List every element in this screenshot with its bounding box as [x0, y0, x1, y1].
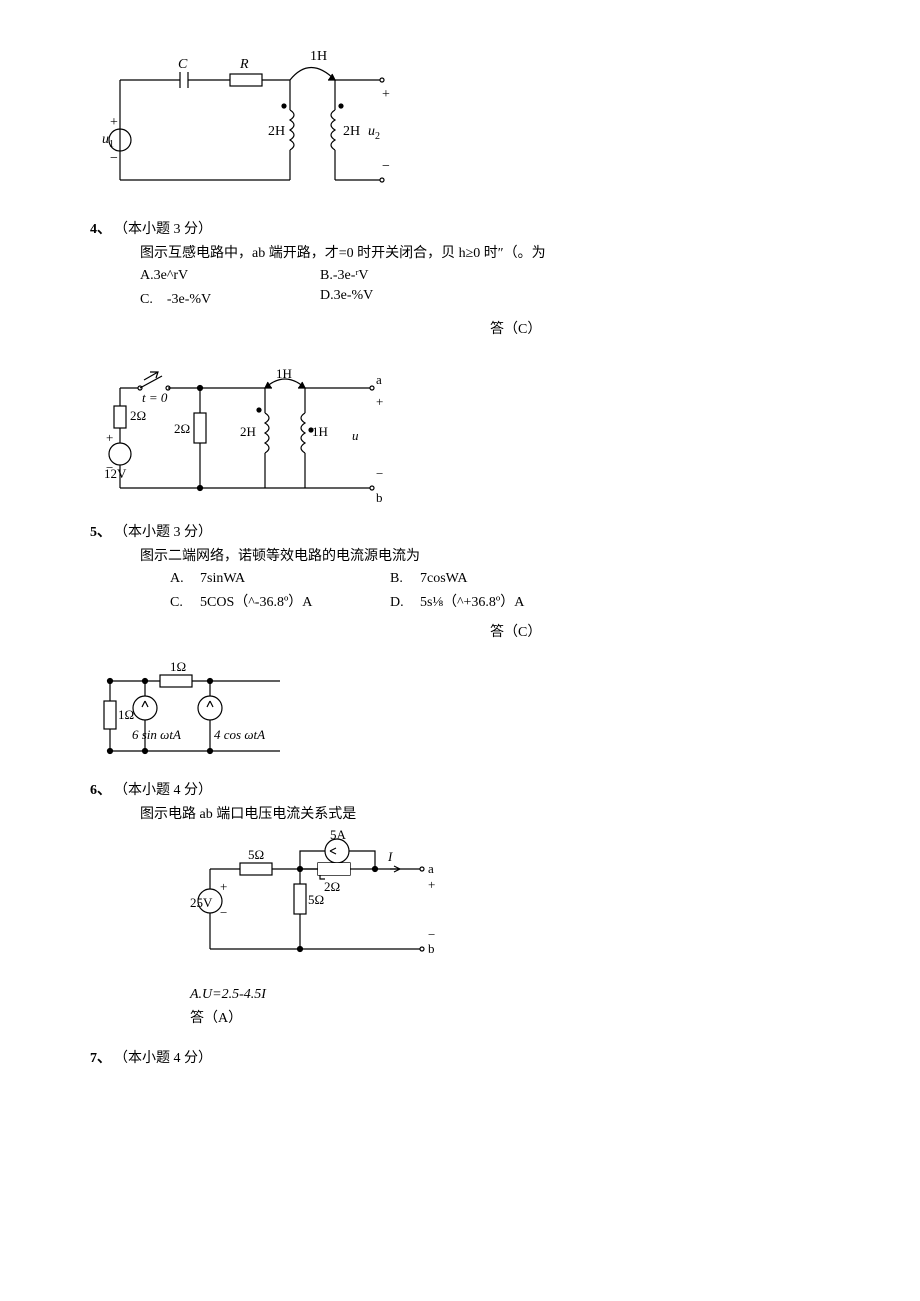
svg-text:1H: 1H [276, 366, 292, 381]
svg-text:b: b [376, 490, 383, 505]
svg-text:5A: 5A [330, 829, 347, 842]
option-b: B.-3e-ʳV [320, 268, 369, 284]
svg-text:1H: 1H [310, 50, 327, 64]
svg-text:2H: 2H [268, 124, 285, 139]
svg-text:25V: 25V [190, 895, 213, 910]
svg-text:I: I [387, 849, 393, 864]
option-d: D.3e-%V [320, 288, 373, 308]
svg-text:+: + [110, 115, 118, 130]
svg-text:6 sin ωtA: 6 sin ωtA [132, 727, 181, 742]
question-number: 7、 [90, 1047, 114, 1067]
svg-text:1H: 1H [312, 424, 328, 439]
question-4: 4、 （本小题 3 分） 图示互感电路中，ab 端开路，才=0 时开关闭合，贝 … [90, 218, 830, 338]
svg-text:a: a [376, 372, 382, 387]
question-points: （本小题 3 分） [114, 218, 212, 238]
question-body: 图示电路 ab 端口电压电流关系式是 [140, 803, 830, 823]
svg-text:2Ω: 2Ω [130, 408, 146, 423]
svg-text:2Ω: 2Ω [324, 879, 340, 894]
svg-text:−: − [110, 151, 118, 166]
svg-text:u: u [352, 428, 359, 443]
question-number: 6、 [90, 779, 114, 799]
svg-text:b: b [428, 941, 435, 956]
answer: 答（C） [490, 621, 830, 641]
svg-text:−: − [106, 460, 113, 475]
svg-text:2Ω: 2Ω [174, 421, 190, 436]
circuit-diagram-q4: t = 0 1H 2Ω 2Ω 2H 1H + 12V − a b u + − [100, 358, 400, 513]
question-7: 7、 （本小题 4 分） [90, 1047, 830, 1067]
svg-text:5Ω: 5Ω [308, 892, 324, 907]
question-body: 图示互感电路中，ab 端开路，才=0 时开关闭合，贝 h≥0 时″（。为 [140, 242, 830, 262]
option-a: A.U=2.5-4.5I [190, 987, 830, 1003]
circuit-diagram-q5: 1Ω 1Ω 6 sin ωtA 4 cos ωtA [100, 661, 320, 771]
svg-text:1Ω: 1Ω [118, 707, 134, 722]
svg-text:1Ω: 1Ω [170, 661, 186, 674]
option-c: C. -3e-%V [140, 288, 320, 308]
circuit-diagram-q6: 5A 5Ω 2Ω 5Ω 25V + − I a b + − [190, 829, 450, 979]
svg-text:2H: 2H [240, 424, 256, 439]
question-number: 5、 [90, 521, 114, 541]
question-points: （本小题 4 分） [114, 779, 212, 799]
svg-text:t = 0: t = 0 [142, 390, 168, 405]
svg-text:+: + [376, 394, 383, 409]
svg-text:+: + [382, 87, 390, 102]
svg-text:−: − [428, 927, 435, 942]
svg-text:C: C [178, 57, 188, 72]
question-6: 6、 （本小题 4 分） 图示电路 ab 端口电压电流关系式是 [90, 779, 830, 1027]
svg-text:u1: u1 [102, 132, 114, 150]
svg-text:+: + [428, 877, 435, 892]
svg-text:a: a [428, 861, 434, 876]
answer: 答（C） [490, 318, 830, 338]
svg-text:R: R [239, 57, 249, 72]
svg-text:+: + [220, 879, 227, 894]
option-b: B.7cosWA [390, 571, 467, 587]
svg-text:−: − [382, 159, 390, 174]
option-c: C.5COS（^-36.8º）A [170, 591, 390, 611]
svg-text:5Ω: 5Ω [248, 847, 264, 862]
svg-text:u2: u2 [368, 124, 380, 142]
svg-text:+: + [106, 430, 113, 445]
question-points: （本小题 4 分） [114, 1047, 212, 1067]
svg-text:−: − [376, 466, 383, 481]
question-body: 图示二端网络，诺顿等效电路的电流源电流为 [140, 545, 830, 565]
svg-text:4 cos ωtA: 4 cos ωtA [214, 727, 265, 742]
svg-text:2H: 2H [343, 124, 360, 139]
answer: 答（A） [190, 1007, 830, 1027]
option-d: D.5s⅛（^+36.8º）A [390, 591, 524, 611]
option-a: A.7sinWA [170, 571, 390, 587]
question-points: （本小题 3 分） [114, 521, 212, 541]
svg-text:−: − [220, 905, 227, 920]
question-number: 4、 [90, 218, 114, 238]
circuit-diagram-q3: C R 1H u1 + − 2H 2H u2 + − [100, 50, 400, 210]
question-5: 5、 （本小题 3 分） 图示二端网络，诺顿等效电路的电流源电流为 A.7sin… [90, 521, 830, 641]
option-a: A.3e^rV [140, 268, 320, 284]
